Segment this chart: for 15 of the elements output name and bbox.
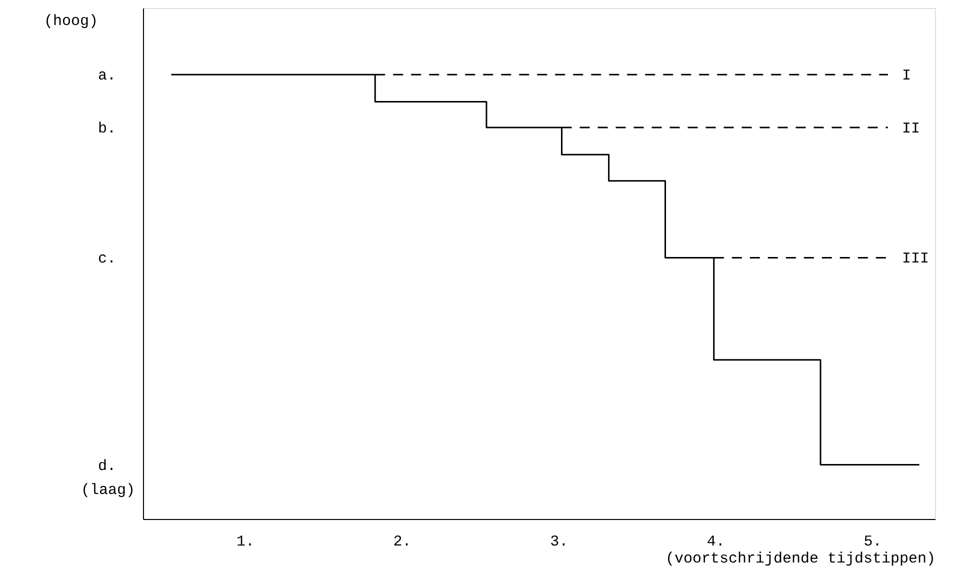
x-tick-label: 2. [393,534,412,550]
x-tick-label: 1. [236,534,254,550]
series-label: II [902,120,920,138]
x-tick-label: 4. [706,534,725,550]
text: a. [98,68,116,85]
series-label: III [902,250,929,268]
x-axis-title: (voortschrijdende tijdstippen) [665,550,936,568]
series-label: I [902,68,911,85]
x-tick-label: 3. [550,534,568,550]
text: (hoog) [44,13,98,30]
x-tick-label: 5. [864,534,882,550]
text: c. [98,250,116,268]
text: (laag) [80,482,135,499]
text: d. [98,458,116,475]
text: b. [98,120,116,138]
